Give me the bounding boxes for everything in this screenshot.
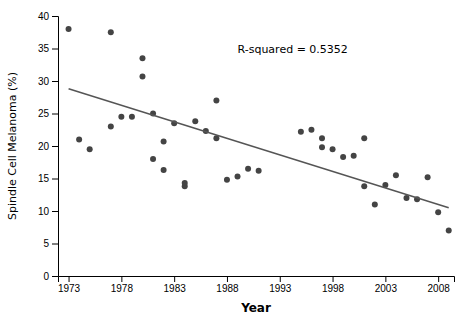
point (182, 180, 188, 186)
tick: 1993 (269, 276, 292, 294)
point (308, 127, 314, 133)
tick: 2008 (428, 276, 451, 294)
point (224, 177, 230, 183)
point (361, 183, 367, 189)
y-axis: 0 5 10 15 20 25 30 35 40 (38, 11, 59, 282)
tick-mark (52, 49, 58, 50)
point (235, 174, 241, 180)
point (150, 156, 156, 162)
tick-mark (333, 276, 334, 282)
point (319, 144, 325, 150)
tick: 1983 (164, 276, 187, 294)
tick-mark (52, 16, 58, 17)
point (435, 209, 441, 215)
tick-label: 2003 (375, 283, 398, 294)
point (256, 168, 262, 174)
tick-label: 15 (38, 173, 50, 184)
point (319, 135, 325, 141)
point (340, 154, 346, 160)
point (129, 114, 135, 120)
point (245, 166, 251, 172)
y-axis-title: Spindle Cell Melanoma (%) (6, 72, 19, 220)
tick-mark (52, 81, 58, 82)
point (192, 118, 198, 124)
tick-mark (280, 276, 281, 282)
tick-label: 1978 (111, 283, 134, 294)
tick: 25 (38, 108, 58, 119)
point (118, 114, 124, 120)
tick-mark (52, 244, 58, 245)
point (213, 98, 219, 104)
tick-label: 0 (43, 271, 49, 282)
point (446, 228, 452, 234)
tick-label: 25 (38, 108, 50, 119)
tick-label: 1998 (322, 283, 345, 294)
x-axis-title: Year (240, 301, 271, 315)
annotation: R-squared = 0.5352 (238, 43, 348, 56)
tick: 5 (43, 238, 58, 249)
point (425, 174, 431, 180)
tick-label: 2008 (428, 283, 451, 294)
point (108, 124, 114, 130)
tick: 10 (38, 206, 58, 217)
tick: 1988 (216, 276, 239, 294)
chart: 1973 1978 1983 1988 1993 1998 2003 2008 0 5 10 15 20… (0, 0, 474, 322)
x-axis-line (59, 277, 455, 283)
plot-area: 1973 1978 1983 1988 1993 1998 2003 2008 0 5 10 15 20… (38, 11, 455, 294)
point (76, 137, 82, 143)
tick-mark (174, 276, 175, 282)
tick-label: 10 (38, 206, 50, 217)
point (393, 172, 399, 178)
point (87, 146, 93, 152)
tick: 1973 (58, 276, 81, 294)
point (361, 135, 367, 141)
tick-mark (52, 179, 58, 180)
x-axis: 1973 1978 1983 1988 1993 1998 2003 2008 (58, 276, 455, 294)
point (66, 26, 72, 32)
tick-mark (227, 276, 228, 282)
tick-label: 40 (38, 11, 50, 22)
tick: 0 (43, 271, 58, 282)
point (161, 167, 167, 173)
tick-mark (52, 114, 58, 115)
point (351, 153, 357, 159)
trend-line (69, 89, 449, 208)
point (298, 129, 304, 135)
tick-mark (52, 146, 58, 147)
tick-label: 5 (43, 238, 49, 249)
tick-mark (121, 276, 122, 282)
tick: 1978 (111, 276, 134, 294)
point (139, 55, 145, 61)
tick-mark (385, 276, 386, 282)
tick: 20 (38, 141, 58, 152)
marks (66, 26, 452, 234)
tick: 40 (38, 11, 58, 22)
point (139, 73, 145, 79)
point (161, 138, 167, 144)
tick: 30 (38, 76, 58, 87)
point (108, 29, 114, 35)
tick-label: 30 (38, 76, 50, 87)
tick-mark (52, 276, 58, 277)
tick-label: 20 (38, 141, 50, 152)
tick-mark (69, 276, 70, 282)
point (372, 202, 378, 208)
tick-mark (438, 276, 439, 282)
tick: 15 (38, 173, 58, 184)
tick-label: 1993 (269, 283, 292, 294)
tick-label: 1988 (216, 283, 239, 294)
tick: 1998 (322, 276, 345, 294)
tick-mark (52, 211, 58, 212)
y-axis-line (52, 17, 59, 277)
tick-label: 1983 (164, 283, 187, 294)
tick: 2003 (375, 276, 398, 294)
tick-label: 1973 (58, 283, 81, 294)
tick: 35 (38, 43, 58, 54)
point (330, 146, 336, 152)
tick-label: 35 (38, 43, 50, 54)
